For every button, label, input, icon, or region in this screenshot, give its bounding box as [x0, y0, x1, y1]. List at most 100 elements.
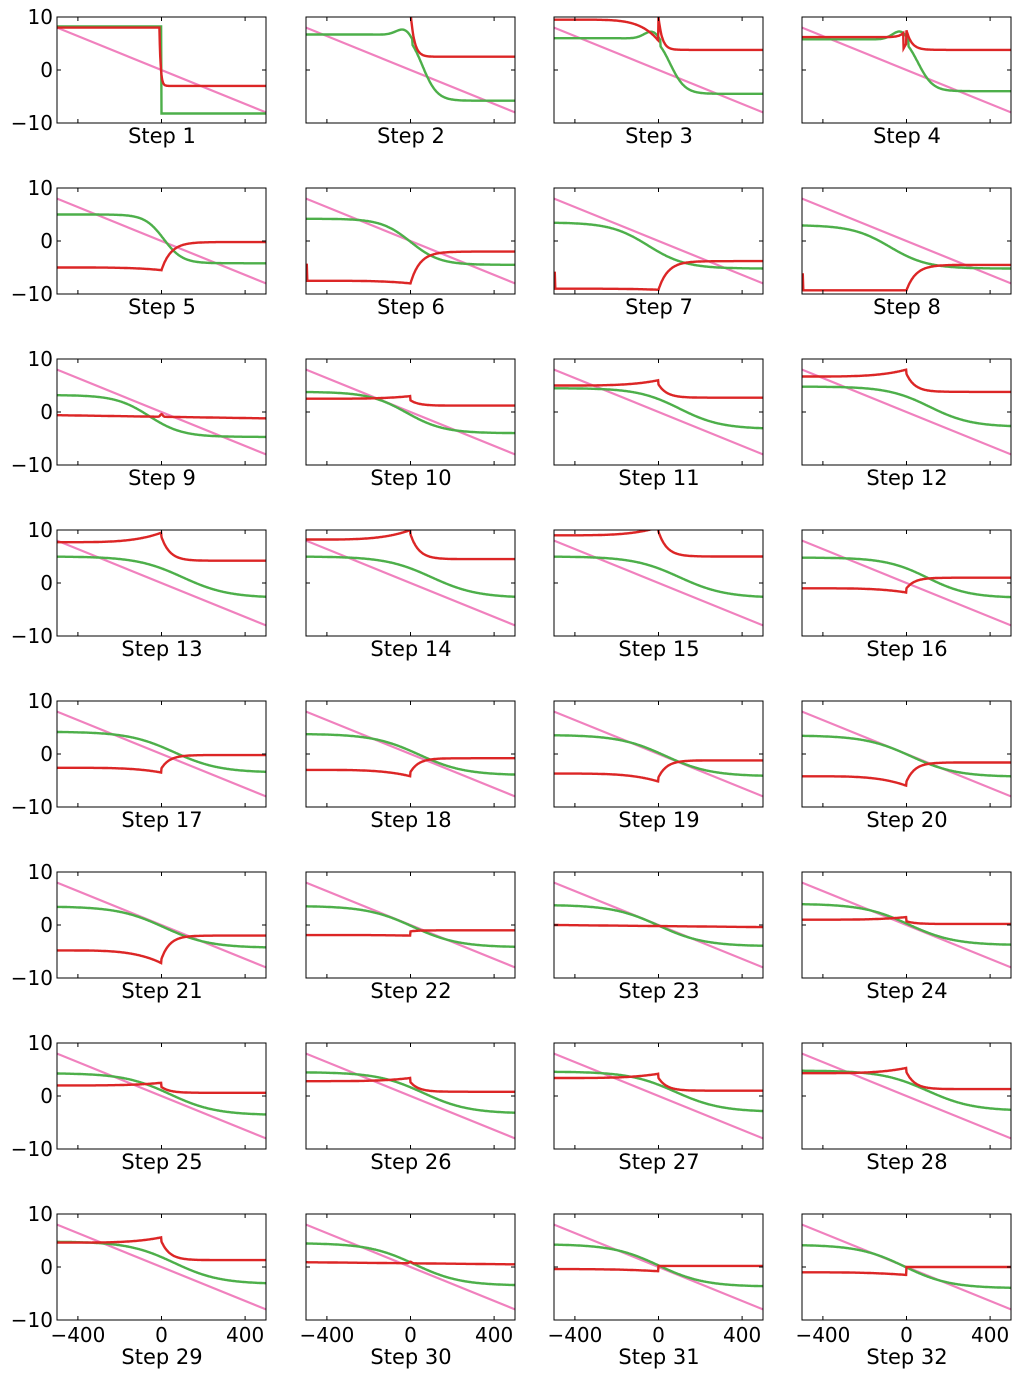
panel-plot: 10 0 −10 — [11, 176, 267, 306]
panel-step-label: Step 16 — [866, 637, 948, 661]
series-green-line — [802, 556, 1011, 599]
series-pink-line — [802, 539, 1011, 627]
series-red-line — [554, 759, 763, 783]
panel-step-label: Step 7 — [625, 295, 693, 319]
chart-panel: 10 0 −10 — [11, 518, 267, 648]
panel-step-label: Step 19 — [618, 808, 700, 832]
y-tick-label: 10 — [28, 689, 53, 713]
y-tick-label: −10 — [11, 795, 53, 819]
panel-plot — [553, 16, 764, 124]
panel-plot: 10 0 −10 — [11, 5, 267, 135]
panel-plot: −400 0 400 — [547, 1213, 764, 1347]
series-pink-line — [554, 26, 763, 114]
panel-plot — [553, 700, 764, 808]
chart-panel — [305, 529, 516, 637]
chart-panel — [305, 358, 516, 466]
panel-step-label: Step 6 — [377, 295, 445, 319]
y-tick-label: 10 — [28, 860, 53, 884]
series-pink-line — [306, 26, 515, 114]
panel-step-label: Step 31 — [618, 1345, 700, 1369]
y-tick-label: 10 — [28, 1202, 53, 1226]
series-red-line — [802, 368, 1011, 394]
panel-plot — [553, 871, 764, 979]
panel-step-label: Step 3 — [625, 124, 693, 148]
y-tick-label: 10 — [28, 5, 53, 29]
panel-step-label: Step 30 — [370, 1345, 452, 1369]
y-tick-label: 0 — [40, 1084, 53, 1108]
chart-panel: 10 0 −10 — [11, 689, 267, 819]
panel-step-label: Step 4 — [873, 124, 941, 148]
panel-step-label: Step 1 — [128, 124, 196, 148]
y-tick-label: −10 — [11, 453, 53, 477]
series-red-line — [554, 378, 763, 399]
y-tick-label: 0 — [40, 58, 53, 82]
y-tick-label: −10 — [11, 1308, 53, 1332]
series-green-line — [554, 734, 763, 777]
series-green-line — [306, 1071, 515, 1114]
series-pink-line — [554, 539, 763, 627]
series-green-line — [306, 905, 515, 948]
chart-panel — [801, 871, 1012, 979]
panel-plot — [801, 871, 1012, 979]
series-pink-line — [306, 710, 515, 798]
chart-panel — [553, 187, 764, 295]
series-red-line — [802, 761, 1011, 788]
panel-plot: 10 0 −10 — [11, 689, 267, 819]
x-tick-label: 400 — [475, 1323, 513, 1347]
chart-panel: −400 0 400 — [547, 1213, 764, 1347]
panel-step-label: Step 11 — [618, 466, 700, 490]
y-tick-label: 10 — [28, 1031, 53, 1055]
series-green-line — [306, 733, 515, 776]
series-pink-line — [802, 26, 1011, 114]
y-tick-label: 10 — [28, 518, 53, 542]
series-green-line — [306, 217, 515, 266]
x-tick-label: −400 — [50, 1323, 105, 1347]
panel-plot — [305, 529, 516, 637]
panel-plot: 10 0 −10 — [11, 860, 267, 990]
panel-step-label: Step 24 — [866, 979, 948, 1003]
panel-plot — [305, 16, 516, 124]
series-red-line — [554, 259, 763, 292]
panel-plot — [801, 700, 1012, 808]
panel-plot: 10 0 −10 — [11, 347, 267, 477]
series-pink-line — [802, 881, 1011, 969]
y-tick-label: 0 — [40, 229, 53, 253]
panel-step-label: Step 8 — [873, 295, 941, 319]
series-red-line — [802, 1265, 1011, 1277]
series-red-line — [554, 923, 763, 929]
chart-panel — [801, 16, 1012, 124]
series-green-line — [57, 555, 266, 598]
panel-step-label: Step 2 — [377, 124, 445, 148]
series-red-line — [306, 929, 515, 937]
chart-panel — [305, 700, 516, 808]
series-pink-line — [57, 1052, 266, 1140]
chart-panel: 10 0 −10 — [11, 347, 267, 477]
panel-plot — [801, 1042, 1012, 1150]
series-green-line — [57, 730, 266, 773]
series-green-line — [306, 555, 515, 598]
chart-panel — [801, 187, 1012, 295]
series-red-line — [57, 240, 266, 272]
series-pink-line — [57, 368, 266, 456]
chart-panel — [801, 358, 1012, 466]
series-red-line — [57, 753, 266, 775]
panel-plot — [305, 700, 516, 808]
series-red-line — [306, 1076, 515, 1093]
series-red-line — [57, 934, 266, 965]
series-red-line — [306, 757, 515, 778]
panel-step-label: Step 26 — [370, 1150, 452, 1174]
series-pink-line — [57, 539, 266, 627]
y-tick-label: 0 — [40, 571, 53, 595]
y-tick-label: 0 — [40, 742, 53, 766]
chart-panel — [305, 1042, 516, 1150]
chart-panel — [801, 700, 1012, 808]
chart-panel — [553, 1042, 764, 1150]
series-red-line — [802, 1066, 1011, 1091]
series-green-line — [57, 905, 266, 949]
panel-plot — [305, 187, 516, 295]
series-pink-line — [57, 710, 266, 798]
series-red-line — [57, 530, 266, 562]
y-tick-label: −10 — [11, 966, 53, 990]
chart-panel — [305, 871, 516, 979]
